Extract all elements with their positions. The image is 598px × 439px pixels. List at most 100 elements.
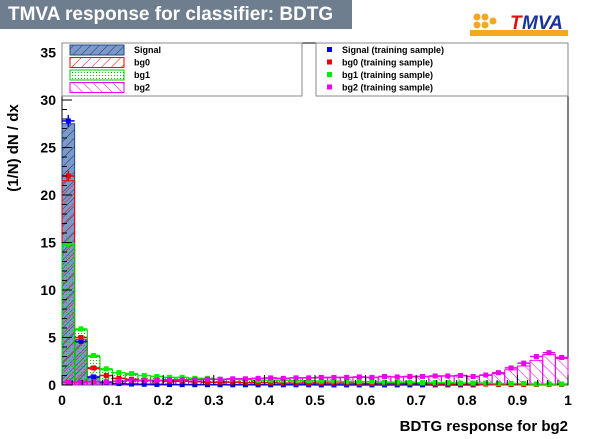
- y-tick-label: 5: [48, 330, 56, 346]
- point-bg2-training: [163, 377, 176, 383]
- legend: Signal bg0 bg1 bg2 Signal (training sample) b…: [69, 44, 444, 93]
- point-bg2-training: [87, 379, 100, 385]
- page-title: TMVA response for classifier: BDTG: [0, 0, 352, 29]
- point-bg2-training: [352, 374, 366, 380]
- y-tick-label: 20: [40, 187, 56, 203]
- legend-entry-bg0-training: bg0 (training sample): [327, 58, 433, 68]
- legend-entry-bg0: bg0: [69, 57, 150, 68]
- point-bg1-training: [441, 380, 455, 386]
- svg-text:bg1: bg1: [134, 70, 150, 80]
- point-bg1-training: [99, 366, 113, 372]
- y-tick-label: 15: [40, 235, 56, 251]
- point-bg0-training: [74, 334, 88, 341]
- point-bg2-training: [213, 376, 227, 382]
- point-bg2-training: [137, 378, 151, 384]
- point-bg2-training: [479, 372, 493, 378]
- point-bg2-training: [302, 375, 315, 381]
- svg-text:bg1 (training sample): bg1 (training sample): [342, 70, 433, 80]
- svg-text:Signal (training sample): Signal (training sample): [342, 45, 444, 55]
- point-bg1-training: [125, 371, 138, 377]
- x-tick-label: 0.9: [508, 392, 528, 408]
- x-tick-label: 0: [58, 392, 66, 408]
- point-bg2-training: [466, 373, 480, 379]
- point-bg2-training: [188, 377, 202, 383]
- point-bg2-training: [340, 374, 353, 380]
- x-tick-label: 0.6: [356, 392, 376, 408]
- bar-bg2: [529, 359, 544, 386]
- y-tick-label: 35: [40, 45, 56, 61]
- y-tick-label: 0: [48, 377, 56, 393]
- point-bg2-training: [454, 373, 467, 378]
- bar-bg2: [542, 354, 556, 386]
- point-bg2-training: [365, 374, 379, 380]
- point-bg2-training: [226, 376, 240, 382]
- x-tick-label: 1: [564, 392, 572, 408]
- legend-entry-bg1: bg1: [69, 69, 150, 81]
- point-bg2-training: [264, 375, 278, 381]
- point-bg1-training: [542, 381, 556, 387]
- point-bg2-training: [504, 365, 518, 371]
- point-bg1-training: [428, 380, 442, 386]
- point-bg2-training: [390, 374, 404, 380]
- x-tick-label: 0.3: [204, 392, 224, 408]
- point-bg2-training: [239, 376, 252, 382]
- point-bg1-training: [530, 381, 543, 387]
- point-bg2-training: [441, 373, 455, 379]
- point-bg1-training: [74, 326, 88, 332]
- y-tick-label: 30: [40, 92, 56, 108]
- point-bg2-training: [125, 378, 138, 384]
- point-bg2-training: [277, 375, 290, 381]
- point-bg2-training: [403, 373, 417, 379]
- point-bg2-training: [530, 354, 543, 359]
- plot-frame: [61, 42, 569, 386]
- legend-right: [315, 42, 569, 97]
- svg-text:bg2 (training sample): bg2 (training sample): [342, 83, 433, 93]
- y-axis-title: (1/N) dN / dx: [5, 104, 22, 192]
- point-bg2-training: [492, 370, 505, 376]
- point-bg2-training: [517, 360, 531, 366]
- point-bg1-training: [390, 379, 404, 385]
- point-bg1-training: [112, 370, 126, 376]
- point-bg2-training: [289, 375, 303, 381]
- x-tick-label: 0.5: [305, 392, 325, 408]
- legend-entry-bg2: bg2: [69, 82, 150, 93]
- point-bg1-training: [479, 380, 493, 386]
- legend-entry-bg2-training: bg2 (training sample): [327, 83, 433, 93]
- svg-text:bg2: bg2: [134, 83, 150, 93]
- point-bg1-training: [137, 373, 151, 378]
- x-tick-label: 0.8: [457, 392, 477, 408]
- tmva-logo: T MVA: [470, 13, 568, 36]
- y-tick-label: 10: [40, 282, 56, 298]
- point-bg2-training: [378, 373, 391, 379]
- point-bg2-training: [175, 377, 189, 383]
- point-bg1-training: [378, 379, 391, 385]
- point-bg2-training: [555, 354, 568, 360]
- point-bg2-training: [327, 374, 341, 380]
- svg-text:MVA: MVA: [522, 13, 563, 34]
- point-signal-training: [62, 114, 75, 127]
- y-tick-label: 25: [40, 140, 56, 156]
- x-tick-label: 0.1: [103, 392, 123, 408]
- point-bg2-training: [315, 374, 328, 380]
- legend-entry-bg1-training: bg1 (training sample): [327, 70, 433, 80]
- svg-text:bg0: bg0: [134, 58, 150, 68]
- bar-bg1: [61, 243, 76, 386]
- point-bg0-training: [99, 373, 113, 378]
- point-bg2-training: [251, 375, 265, 381]
- point-signal-training: [87, 374, 100, 380]
- svg-text:bg0 (training sample): bg0 (training sample): [342, 58, 433, 68]
- point-bg2-training: [542, 350, 556, 356]
- svg-text:T: T: [510, 13, 523, 34]
- x-tick-label: 0.4: [255, 392, 275, 408]
- point-bg2-training: [201, 376, 214, 382]
- point-bg2-training: [428, 373, 442, 379]
- point-bg0-training: [87, 365, 100, 371]
- point-bg2-training: [416, 373, 429, 379]
- bar-bg2: [554, 357, 569, 386]
- x-axis-title: BDTG response for bg2: [400, 418, 568, 435]
- legend-entry-signal: Signal: [69, 44, 161, 56]
- point-bg1-training: [492, 381, 505, 387]
- training-sample-points: [62, 114, 568, 388]
- legend-entry-signal-training: Signal (training sample): [327, 45, 444, 55]
- axes: 0 0.1 0.2 0.3 0.4 0.5 0.6 0.7 0.8 0.9 105101520253…: [40, 42, 572, 408]
